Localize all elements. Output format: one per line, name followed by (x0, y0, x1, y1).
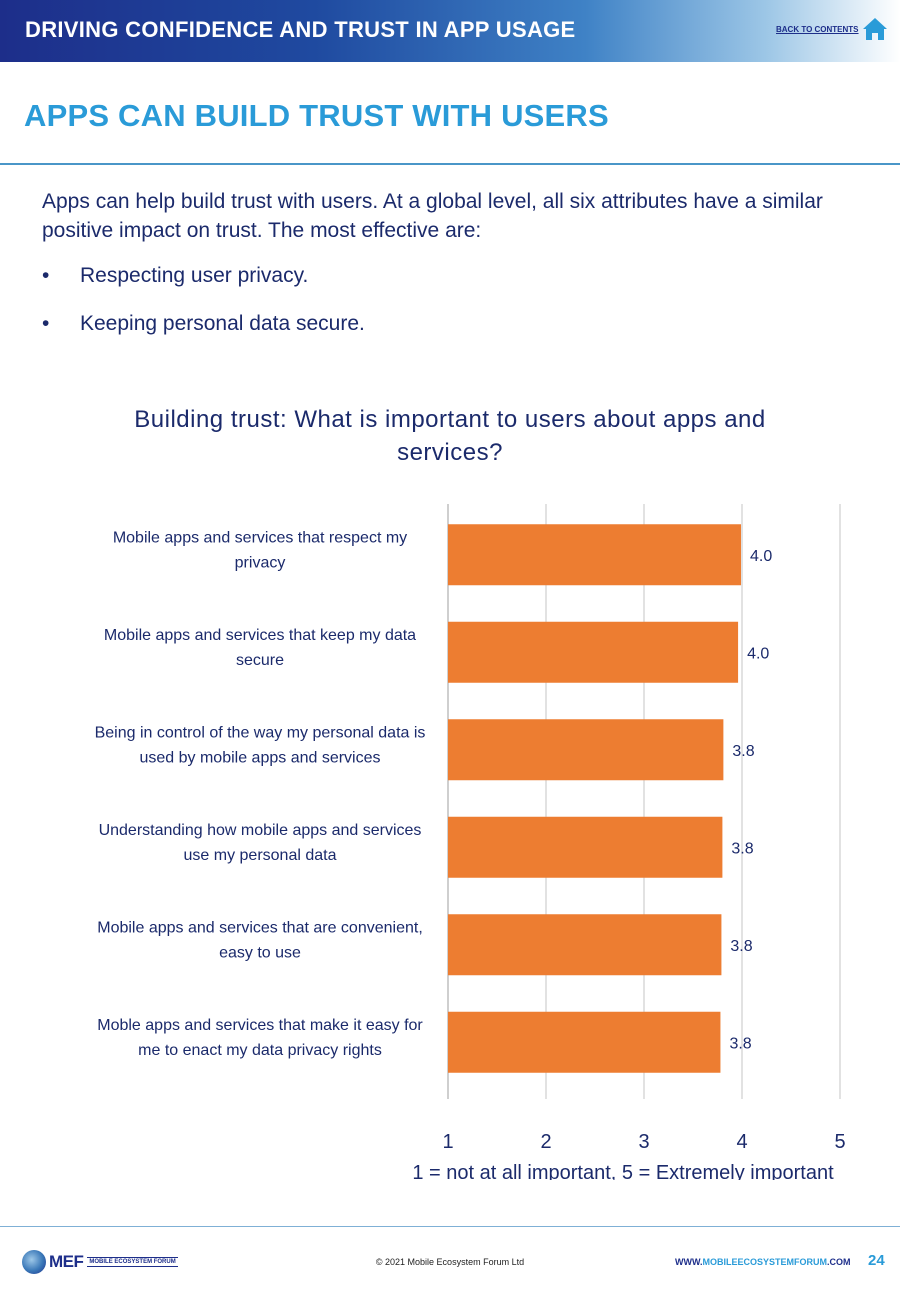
bar (448, 816, 723, 878)
data-label: 4.0 (750, 548, 772, 565)
category-label: Mobile apps and services that are conven… (97, 919, 423, 961)
website-highlight: MOBILEECOSYSTEMFORUM (702, 1257, 828, 1267)
x-axis-label: 1 = not at all important, 5 = Extremely … (412, 1162, 834, 1180)
data-label: 3.8 (730, 938, 752, 955)
bar (448, 524, 742, 586)
bullet-dot: • (42, 312, 50, 335)
logo-text: MEF (49, 1252, 84, 1271)
category-label-line: Being in control of the way my personal … (95, 724, 426, 741)
logo-subtitle: MOBILE ECOSYSTEM FORUM (87, 1257, 178, 1267)
category-label: Mobile apps and services that respect my… (113, 529, 407, 571)
category-label-line: privacy (235, 554, 286, 571)
category-label-line: easy to use (219, 944, 301, 961)
data-label: 3.8 (729, 1035, 751, 1052)
website-link[interactable]: WWW.MOBILEECOSYSTEMFORUM.COM (675, 1257, 851, 1267)
x-tick-label: 3 (638, 1131, 649, 1153)
bar (448, 621, 739, 683)
category-label-line: Mobile apps and services that respect my (113, 529, 407, 546)
data-label: 3.8 (731, 840, 753, 857)
category-label-line: secure (236, 652, 284, 669)
page-number: 24 (868, 1252, 885, 1269)
website-suffix: .COM (827, 1257, 851, 1267)
bar (448, 1011, 721, 1073)
bar-chart: 1 2 3 4 5 4.0 Mobile apps and services that re… (95, 504, 846, 1180)
home-icon[interactable] (862, 16, 888, 42)
bar (448, 719, 724, 781)
category-label-line: Moble apps and services that make it eas… (97, 1017, 423, 1034)
website-prefix: WWW. (675, 1257, 703, 1267)
bullet-text: Keeping personal data secure. (80, 312, 365, 335)
category-label-line: Mobile apps and services that are conven… (97, 919, 423, 936)
bar (448, 914, 722, 976)
footer-divider (0, 1226, 900, 1227)
category-label-line: me to enact my data privacy rights (138, 1042, 382, 1059)
category-label: Being in control of the way my personal … (95, 724, 426, 766)
category-label-line: use my personal data (184, 847, 337, 864)
data-label: 4.0 (747, 645, 769, 662)
category-label-line: Understanding how mobile apps and servic… (99, 822, 422, 839)
category-label: Moble apps and services that make it eas… (97, 1017, 423, 1059)
copyright-text: © 2021 Mobile Ecosystem Forum Ltd (375, 1257, 525, 1267)
category-label: Understanding how mobile apps and servic… (99, 822, 422, 864)
data-label: 3.8 (732, 743, 754, 760)
header-banner: DRIVING CONFIDENCE AND TRUST IN APP USAG… (0, 0, 900, 62)
bullet-dot: • (42, 264, 50, 287)
x-tick-label: 5 (834, 1131, 845, 1153)
back-to-contents-link[interactable]: BACK TO CONTENTS (776, 25, 859, 34)
page-title: APPS CAN BUILD TRUST WITH USERS (24, 98, 609, 133)
title-divider (0, 163, 900, 165)
chart-title: Building trust: What is important to use… (134, 406, 766, 466)
section-title: DRIVING CONFIDENCE AND TRUST IN APP USAG… (25, 17, 576, 42)
mef-logo: MEF MOBILE ECOSYSTEM FORUM (22, 1250, 178, 1274)
x-tick-label: 4 (736, 1131, 747, 1153)
globe-icon (22, 1250, 46, 1274)
bullet-text: Respecting user privacy. (80, 264, 309, 287)
category-label-line: Mobile apps and services that keep my da… (104, 627, 416, 644)
category-label-line: used by mobile apps and services (139, 749, 380, 766)
intro-paragraph: Apps can help build trust with users. At… (42, 190, 823, 242)
category-label: Mobile apps and services that keep my da… (104, 627, 416, 669)
x-tick-label: 1 (442, 1131, 453, 1153)
x-tick-label: 2 (540, 1131, 551, 1153)
